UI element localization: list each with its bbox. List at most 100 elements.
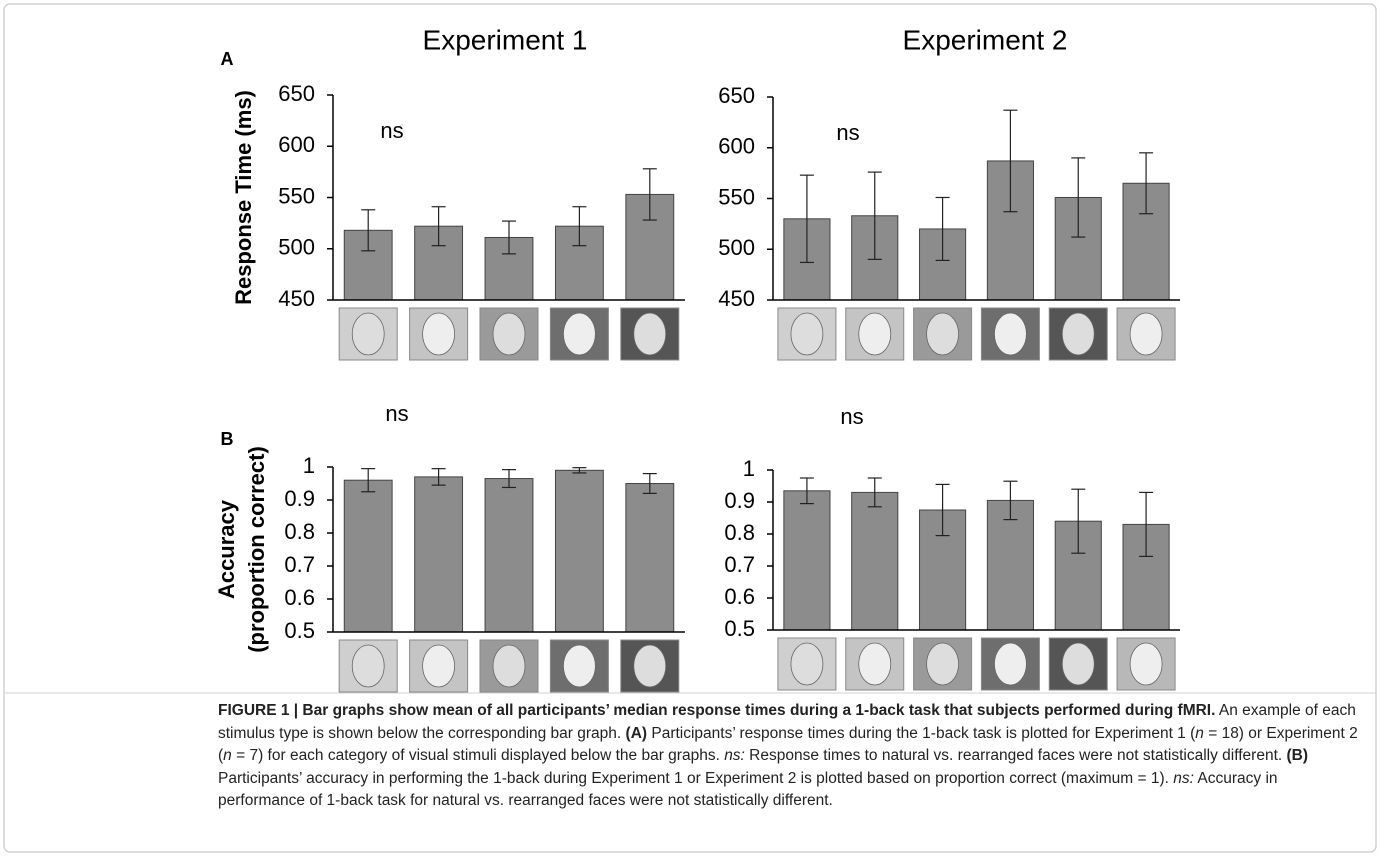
stimulus-shape (563, 644, 596, 688)
y-tick-label: 600 (278, 132, 315, 157)
error-bar (1139, 491, 1154, 558)
error-bar (431, 468, 446, 486)
stimulus-shape (563, 312, 596, 356)
y-tick-label: 650 (718, 83, 755, 108)
caption-text: (A) (625, 724, 648, 742)
panel-label: B (221, 429, 234, 449)
caption-text: n (223, 747, 232, 764)
error-bar (1139, 152, 1154, 215)
annotation: ns (840, 404, 863, 429)
stimulus-shape (926, 312, 959, 356)
caption-text: (B) (1286, 747, 1309, 764)
y-axis-label: (proportion correct) (244, 446, 269, 653)
stimulus-shape (422, 644, 456, 688)
error-bar (1071, 488, 1086, 554)
stimulus-shape (1129, 642, 1163, 686)
caption-text: An example of each stimulus type is show… (218, 702, 1356, 742)
stimulus-shape (492, 644, 526, 688)
stimulus-shape (351, 312, 385, 356)
y-tick-label: 550 (278, 183, 315, 208)
error-bar (431, 206, 446, 247)
caption-text: = 18) or Experiment 2 ( (218, 724, 1358, 765)
error-bar (867, 477, 882, 508)
bar (414, 476, 464, 633)
y-tick-label: 450 (278, 286, 315, 311)
chart-title: Experiment 2 (903, 24, 1068, 55)
stimulus-shape (1061, 312, 1095, 356)
caption-text: ns: (1173, 769, 1194, 787)
error-bar (572, 467, 587, 474)
error-bar (799, 174, 814, 264)
error-bar (502, 469, 516, 489)
y-tick-label: 0.6 (724, 584, 755, 609)
caption-text: = 7) for each category of visual stimuli… (231, 747, 725, 764)
y-tick-label: 0.8 (284, 519, 315, 544)
error-bar (867, 171, 882, 260)
stimulus-shape (351, 644, 385, 688)
annotation: ns (385, 401, 408, 426)
stimulus-shape (926, 642, 959, 686)
error-bar (1003, 109, 1018, 213)
stimulus-shape (1129, 312, 1163, 356)
annotation: ns (380, 118, 403, 143)
y-tick-label: 0.5 (724, 616, 755, 641)
annotation: ns (836, 120, 859, 145)
stimulus-shape (633, 312, 667, 356)
caption: FIGURE 1 | Bar graphs show mean of all p… (218, 700, 1368, 813)
caption-text: n (1195, 724, 1204, 742)
stimulus-shape (858, 312, 892, 356)
stimulus-shape (858, 642, 892, 686)
bar (343, 479, 393, 633)
error-bar (1003, 480, 1018, 521)
error-bar (642, 473, 657, 494)
y-tick-label: 500 (718, 235, 755, 260)
error-bar (361, 209, 376, 252)
y-axis-label: Response Time (ms) (231, 90, 256, 305)
y-tick-label: 0.9 (284, 486, 315, 511)
caption-text: Participants’ response times during the … (647, 724, 1196, 742)
y-tick-label: 0.7 (724, 552, 755, 577)
y-tick-label: 450 (718, 286, 755, 311)
bar (783, 490, 831, 631)
stimulus-shape (422, 312, 456, 356)
y-axis-label: Accuracy (214, 499, 239, 599)
stimulus-shape (1061, 642, 1095, 686)
y-tick-label: 600 (718, 134, 755, 159)
y-tick-label: 0.6 (284, 585, 315, 610)
caption-text: ns: (724, 747, 745, 764)
bar (554, 469, 604, 633)
error-bar (642, 168, 657, 221)
chart-title: Experiment 1 (423, 24, 588, 55)
caption-text: FIGURE 1 | Bar graphs show mean of all p… (218, 702, 1216, 719)
error-bar (502, 220, 516, 255)
error-bar (572, 206, 587, 247)
y-tick-label: 650 (278, 81, 315, 106)
stimulus-shape (790, 312, 824, 356)
bar (484, 478, 534, 633)
y-tick-label: 1 (303, 453, 315, 478)
stimulus-shape (994, 312, 1027, 356)
caption-text: Accuracy in performance of 1-back task f… (218, 769, 1278, 810)
stimulus-shape (492, 312, 526, 356)
bar (625, 483, 675, 633)
panel-label: A (221, 49, 234, 69)
y-tick-label: 0.9 (724, 488, 755, 513)
y-tick-label: 0.5 (284, 618, 315, 643)
bar (919, 228, 967, 301)
stimulus-shape (994, 642, 1027, 686)
y-tick-label: 0.7 (284, 552, 315, 577)
y-tick-label: 0.8 (724, 520, 755, 545)
bar (851, 491, 899, 631)
caption-text: Response times to natural vs. rearranged… (744, 747, 1287, 764)
error-bar (1071, 157, 1086, 238)
y-tick-label: 500 (278, 235, 315, 260)
stimulus-shape (790, 642, 824, 686)
y-tick-label: 550 (718, 184, 755, 209)
y-tick-label: 1 (743, 456, 755, 481)
error-bar (935, 483, 950, 537)
error-bar (935, 196, 950, 262)
stimulus-shape (633, 644, 667, 688)
error-bar (799, 477, 814, 505)
